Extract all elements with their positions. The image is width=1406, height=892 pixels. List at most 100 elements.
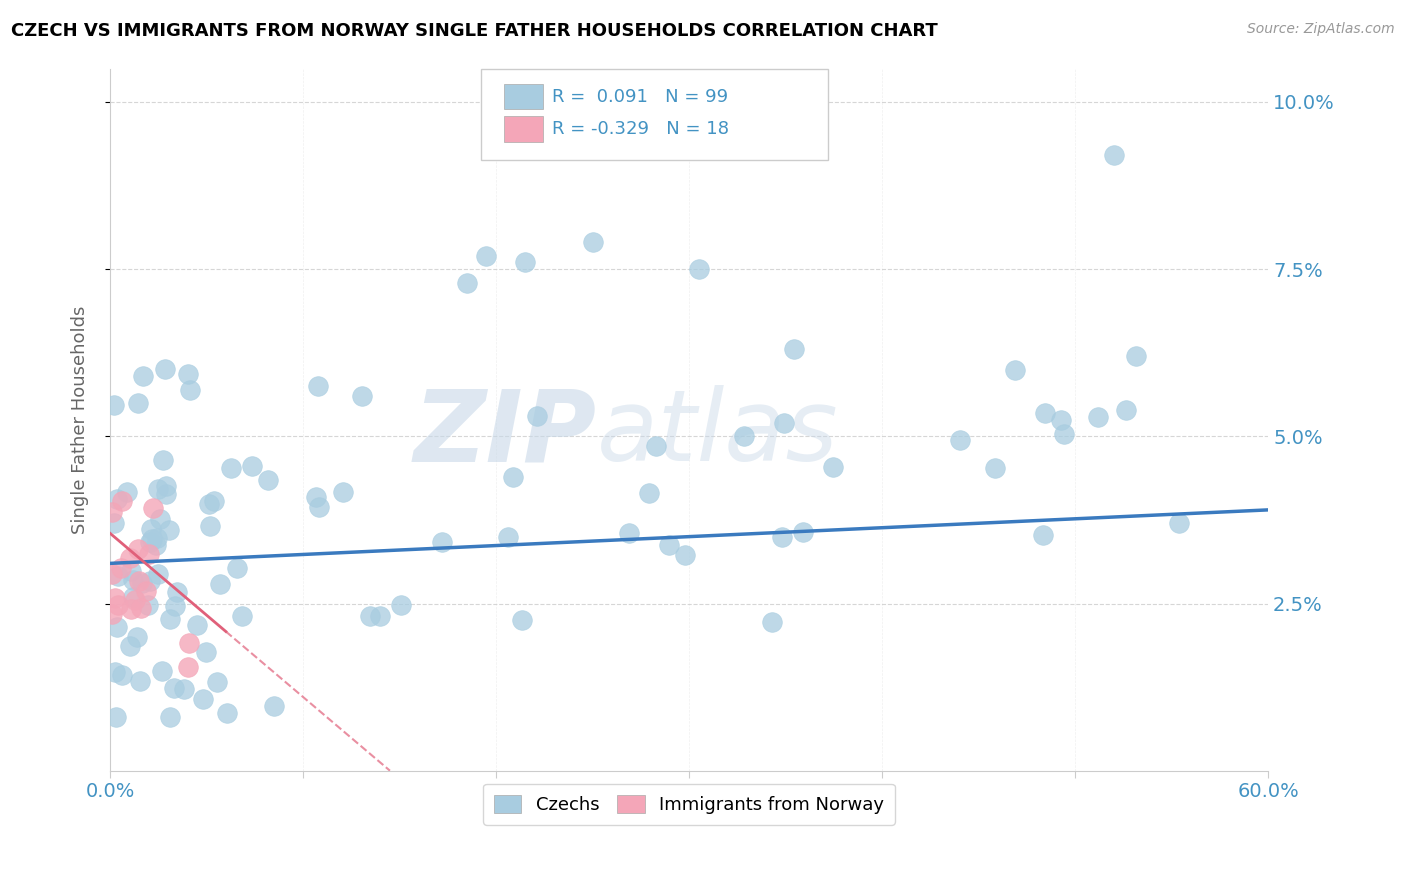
Point bbox=[1168, 516, 1191, 531]
Point bbox=[823, 460, 845, 475]
Point bbox=[352, 389, 374, 403]
Point bbox=[370, 609, 392, 624]
Point bbox=[107, 569, 129, 583]
Point bbox=[1087, 409, 1109, 424]
Text: ZIP: ZIP bbox=[413, 385, 596, 483]
FancyBboxPatch shape bbox=[503, 116, 543, 142]
Point bbox=[198, 497, 221, 511]
Point bbox=[202, 493, 225, 508]
Point bbox=[127, 396, 149, 410]
Point bbox=[127, 541, 149, 556]
Point bbox=[949, 433, 972, 447]
Point bbox=[138, 535, 160, 549]
Point bbox=[145, 538, 167, 552]
Point bbox=[122, 591, 145, 605]
FancyBboxPatch shape bbox=[481, 69, 828, 160]
Point bbox=[145, 531, 167, 545]
Point bbox=[761, 615, 783, 630]
Point bbox=[129, 600, 152, 615]
Point bbox=[502, 470, 524, 484]
Point bbox=[111, 493, 134, 508]
Point bbox=[101, 505, 124, 519]
Point bbox=[186, 617, 208, 632]
Point bbox=[139, 574, 162, 588]
Point bbox=[138, 547, 160, 561]
Point bbox=[1115, 402, 1137, 417]
Point bbox=[136, 598, 159, 612]
Point bbox=[152, 452, 174, 467]
Point bbox=[128, 673, 150, 688]
Point bbox=[792, 525, 814, 540]
Point bbox=[127, 630, 149, 644]
Point bbox=[132, 369, 155, 384]
Point bbox=[231, 609, 253, 624]
Point bbox=[1125, 349, 1147, 363]
Point bbox=[263, 698, 285, 713]
Point bbox=[120, 564, 142, 578]
Point bbox=[163, 681, 186, 695]
Point bbox=[142, 500, 165, 515]
Point bbox=[120, 602, 142, 616]
Point bbox=[131, 575, 153, 590]
Point bbox=[163, 599, 186, 613]
Point bbox=[217, 706, 239, 720]
Point bbox=[207, 675, 229, 690]
Text: Source: ZipAtlas.com: Source: ZipAtlas.com bbox=[1247, 22, 1395, 37]
Text: atlas: atlas bbox=[596, 385, 838, 483]
Point bbox=[219, 461, 242, 475]
Point bbox=[195, 644, 218, 658]
Point bbox=[240, 458, 263, 473]
Text: R =  0.091   N = 99: R = 0.091 N = 99 bbox=[553, 87, 728, 105]
Point bbox=[308, 500, 330, 514]
Point bbox=[1050, 413, 1073, 427]
Point bbox=[257, 473, 280, 487]
Point bbox=[157, 524, 180, 538]
Point bbox=[152, 665, 174, 679]
Point bbox=[105, 491, 128, 506]
Point bbox=[105, 620, 128, 634]
Point bbox=[166, 585, 188, 599]
Point bbox=[305, 491, 328, 505]
Point bbox=[149, 512, 172, 526]
Point bbox=[118, 640, 141, 654]
Point bbox=[209, 576, 232, 591]
Point bbox=[135, 583, 157, 598]
Point bbox=[148, 566, 170, 581]
Point bbox=[104, 665, 127, 679]
Point bbox=[510, 613, 533, 627]
Point bbox=[581, 235, 603, 250]
Point bbox=[456, 276, 478, 290]
Point bbox=[146, 482, 169, 496]
Point bbox=[159, 710, 181, 724]
Point bbox=[1053, 427, 1076, 442]
Point bbox=[103, 398, 125, 412]
Point bbox=[360, 609, 382, 624]
Point bbox=[1004, 363, 1026, 377]
Point bbox=[110, 561, 132, 575]
Point bbox=[1035, 406, 1057, 420]
Point bbox=[307, 379, 329, 393]
Point bbox=[191, 692, 214, 706]
Point bbox=[177, 636, 200, 650]
Text: CZECH VS IMMIGRANTS FROM NORWAY SINGLE FATHER HOUSEHOLDS CORRELATION CHART: CZECH VS IMMIGRANTS FROM NORWAY SINGLE F… bbox=[11, 22, 938, 40]
Point bbox=[770, 530, 793, 544]
Point bbox=[155, 479, 177, 493]
Point bbox=[783, 343, 806, 357]
Point bbox=[121, 573, 143, 587]
Point bbox=[673, 548, 696, 562]
Point bbox=[141, 533, 163, 547]
Point bbox=[644, 439, 666, 453]
Point bbox=[104, 591, 127, 606]
Point bbox=[638, 486, 661, 500]
Legend: Czechs, Immigrants from Norway: Czechs, Immigrants from Norway bbox=[484, 784, 894, 825]
Point bbox=[173, 681, 195, 696]
Point bbox=[139, 522, 162, 536]
Point bbox=[475, 249, 498, 263]
Point bbox=[177, 367, 200, 381]
Point bbox=[688, 262, 710, 277]
Point bbox=[198, 519, 221, 533]
Point bbox=[101, 607, 124, 621]
Point bbox=[101, 566, 124, 581]
Point bbox=[103, 516, 125, 530]
Point bbox=[128, 574, 150, 588]
